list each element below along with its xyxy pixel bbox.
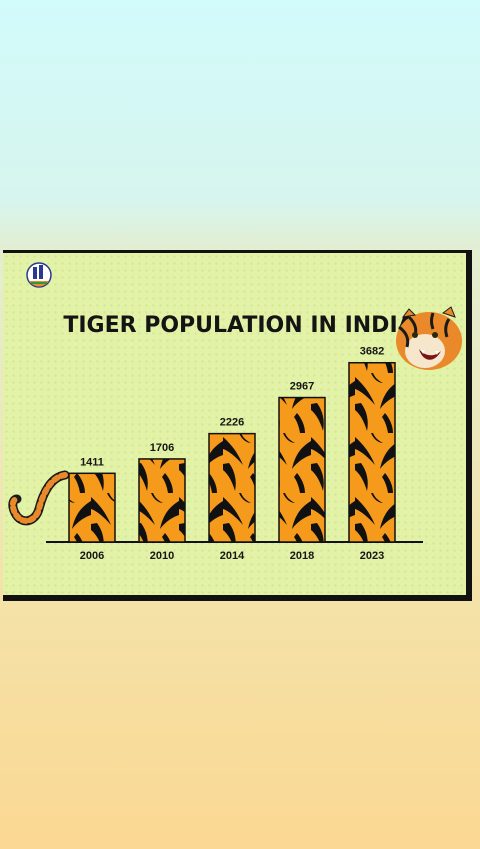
tiger-head-icon — [396, 306, 462, 370]
value-label-2014: 2226 — [220, 417, 244, 429]
category-labels-group: 2006 2010 2014 2018 2023 — [80, 550, 384, 562]
category-label-2006: 2006 — [80, 550, 104, 562]
bar-2023 — [348, 361, 396, 543]
category-label-2010: 2010 — [150, 550, 174, 562]
value-label-2023: 3682 — [360, 346, 384, 358]
logo — [26, 262, 52, 288]
tiger-tail-icon — [8, 470, 70, 526]
category-label-2014: 2014 — [220, 550, 245, 562]
value-label-2010: 1706 — [150, 442, 174, 454]
bars-group — [68, 361, 396, 543]
bar-2014 — [208, 432, 256, 543]
value-label-2018: 2967 — [290, 381, 314, 393]
category-label-2023: 2023 — [360, 550, 384, 562]
bar-2010 — [138, 458, 186, 543]
chart-title: TIGER POPULATION IN INDIA — [63, 313, 414, 338]
value-labels-group: 1411 1706 2226 2967 3682 — [80, 346, 384, 469]
bar-chart: TIGER POPULATION IN INDIA 1411 1706 2226 29… — [8, 262, 462, 562]
bar-2018 — [278, 396, 326, 543]
chart-card: TIGER POPULATION IN INDIA 1411 1706 2226 29… — [3, 250, 472, 601]
category-label-2018: 2018 — [290, 550, 314, 562]
value-label-2006: 1411 — [80, 456, 104, 468]
bar-2006 — [68, 472, 116, 543]
